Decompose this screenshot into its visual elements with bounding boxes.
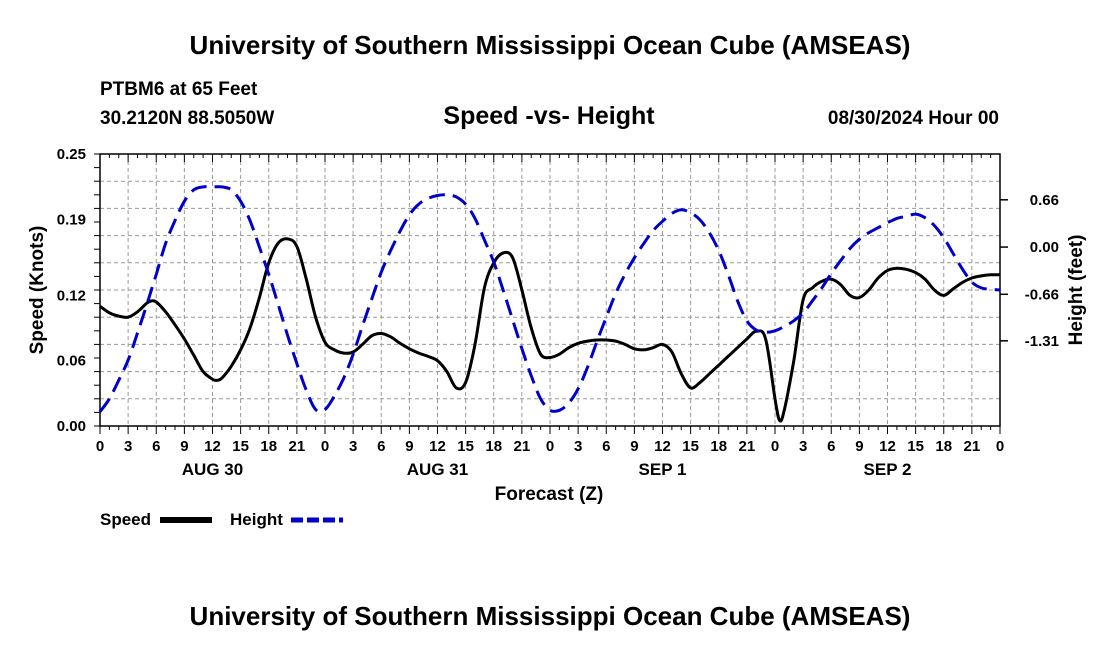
x-day-label: SEP 2 [864, 460, 912, 479]
y-tick-label: 0.00 [57, 418, 86, 435]
x-tick-label: 3 [124, 438, 132, 455]
x-tick-label: 15 [682, 438, 699, 455]
plot-area: 0 3 6 9 12 15 18 21 0 3 6 9 12 15 18 21 0 3 6 9 12 15 18 21 0 3 6 9… [57, 146, 1059, 479]
x-tick-label: 0 [321, 438, 329, 455]
y2-tick-label: 0.00 [1030, 239, 1059, 256]
x-tick-label: 12 [879, 438, 896, 455]
x-tick-label: 18 [260, 438, 277, 455]
x-tick-label: 21 [739, 438, 756, 455]
y2-axis-label: Height (feet) [1066, 235, 1087, 346]
x-day-label: SEP 1 [639, 460, 687, 479]
x-tick-label: 9 [180, 438, 188, 455]
x-tick-label: 6 [827, 438, 835, 455]
x-tick-label: 15 [232, 438, 249, 455]
legend-height-label: Height [230, 510, 283, 529]
x-tick-label: 18 [710, 438, 727, 455]
x-tick-label: 9 [405, 438, 413, 455]
x-tick-label: 0 [996, 438, 1004, 455]
y-tick-label: 0.06 [57, 353, 86, 370]
x-tick-label: 21 [289, 438, 306, 455]
x-tick-label: 6 [152, 438, 160, 455]
x-tick-label: 6 [602, 438, 610, 455]
y2-tick-label: 0.66 [1030, 192, 1059, 209]
x-tick-label: 15 [457, 438, 474, 455]
x-day-label: AUG 30 [182, 460, 243, 479]
x-tick-label: 12 [654, 438, 671, 455]
x-tick-label: 15 [907, 438, 924, 455]
x-tick-label: 12 [429, 438, 446, 455]
y-tick-label: 0.25 [57, 146, 86, 163]
chart-subtitle: Speed -vs- Height [443, 102, 655, 130]
datetime-label: 08/30/2024 Hour 00 [828, 108, 999, 129]
x-tick-label: 6 [377, 438, 385, 455]
x-axis-label: Forecast (Z) [495, 484, 604, 505]
x-tick-label: 18 [935, 438, 952, 455]
location-label: 30.2120N 88.5050W [100, 108, 274, 129]
station-label: PTBM6 at 65 Feet [100, 79, 258, 100]
x-tick-label: 3 [349, 438, 357, 455]
legend-speed-label: Speed [100, 510, 151, 529]
x-tick-label: 9 [630, 438, 638, 455]
x-tick-label: 18 [485, 438, 502, 455]
chart-title: University of Southern Mississippi Ocean… [190, 30, 911, 60]
x-tick-label: 0 [771, 438, 779, 455]
speed-series-line [99, 237, 1001, 423]
x-tick-label: 21 [514, 438, 531, 455]
x-tick-label: 0 [546, 438, 554, 455]
y2-tick-label: -0.66 [1025, 286, 1059, 303]
y-tick-label: 0.12 [57, 287, 86, 304]
height-series-line [98, 185, 1001, 414]
footer-title: University of Southern Mississippi Ocean… [190, 601, 911, 631]
x-tick-label: 9 [855, 438, 863, 455]
x-tick-label: 12 [204, 438, 221, 455]
x-day-label: AUG 31 [407, 460, 468, 479]
x-tick-label: 21 [964, 438, 981, 455]
x-tick-label: 3 [799, 438, 807, 455]
y-tick-label: 0.19 [57, 211, 86, 228]
legend: Speed Height [100, 510, 343, 529]
y2-tick-label: -1.31 [1025, 333, 1059, 350]
x-tick-label: 0 [96, 438, 104, 455]
x-tick-label: 3 [574, 438, 582, 455]
y-axis-label: Speed (Knots) [27, 226, 48, 355]
